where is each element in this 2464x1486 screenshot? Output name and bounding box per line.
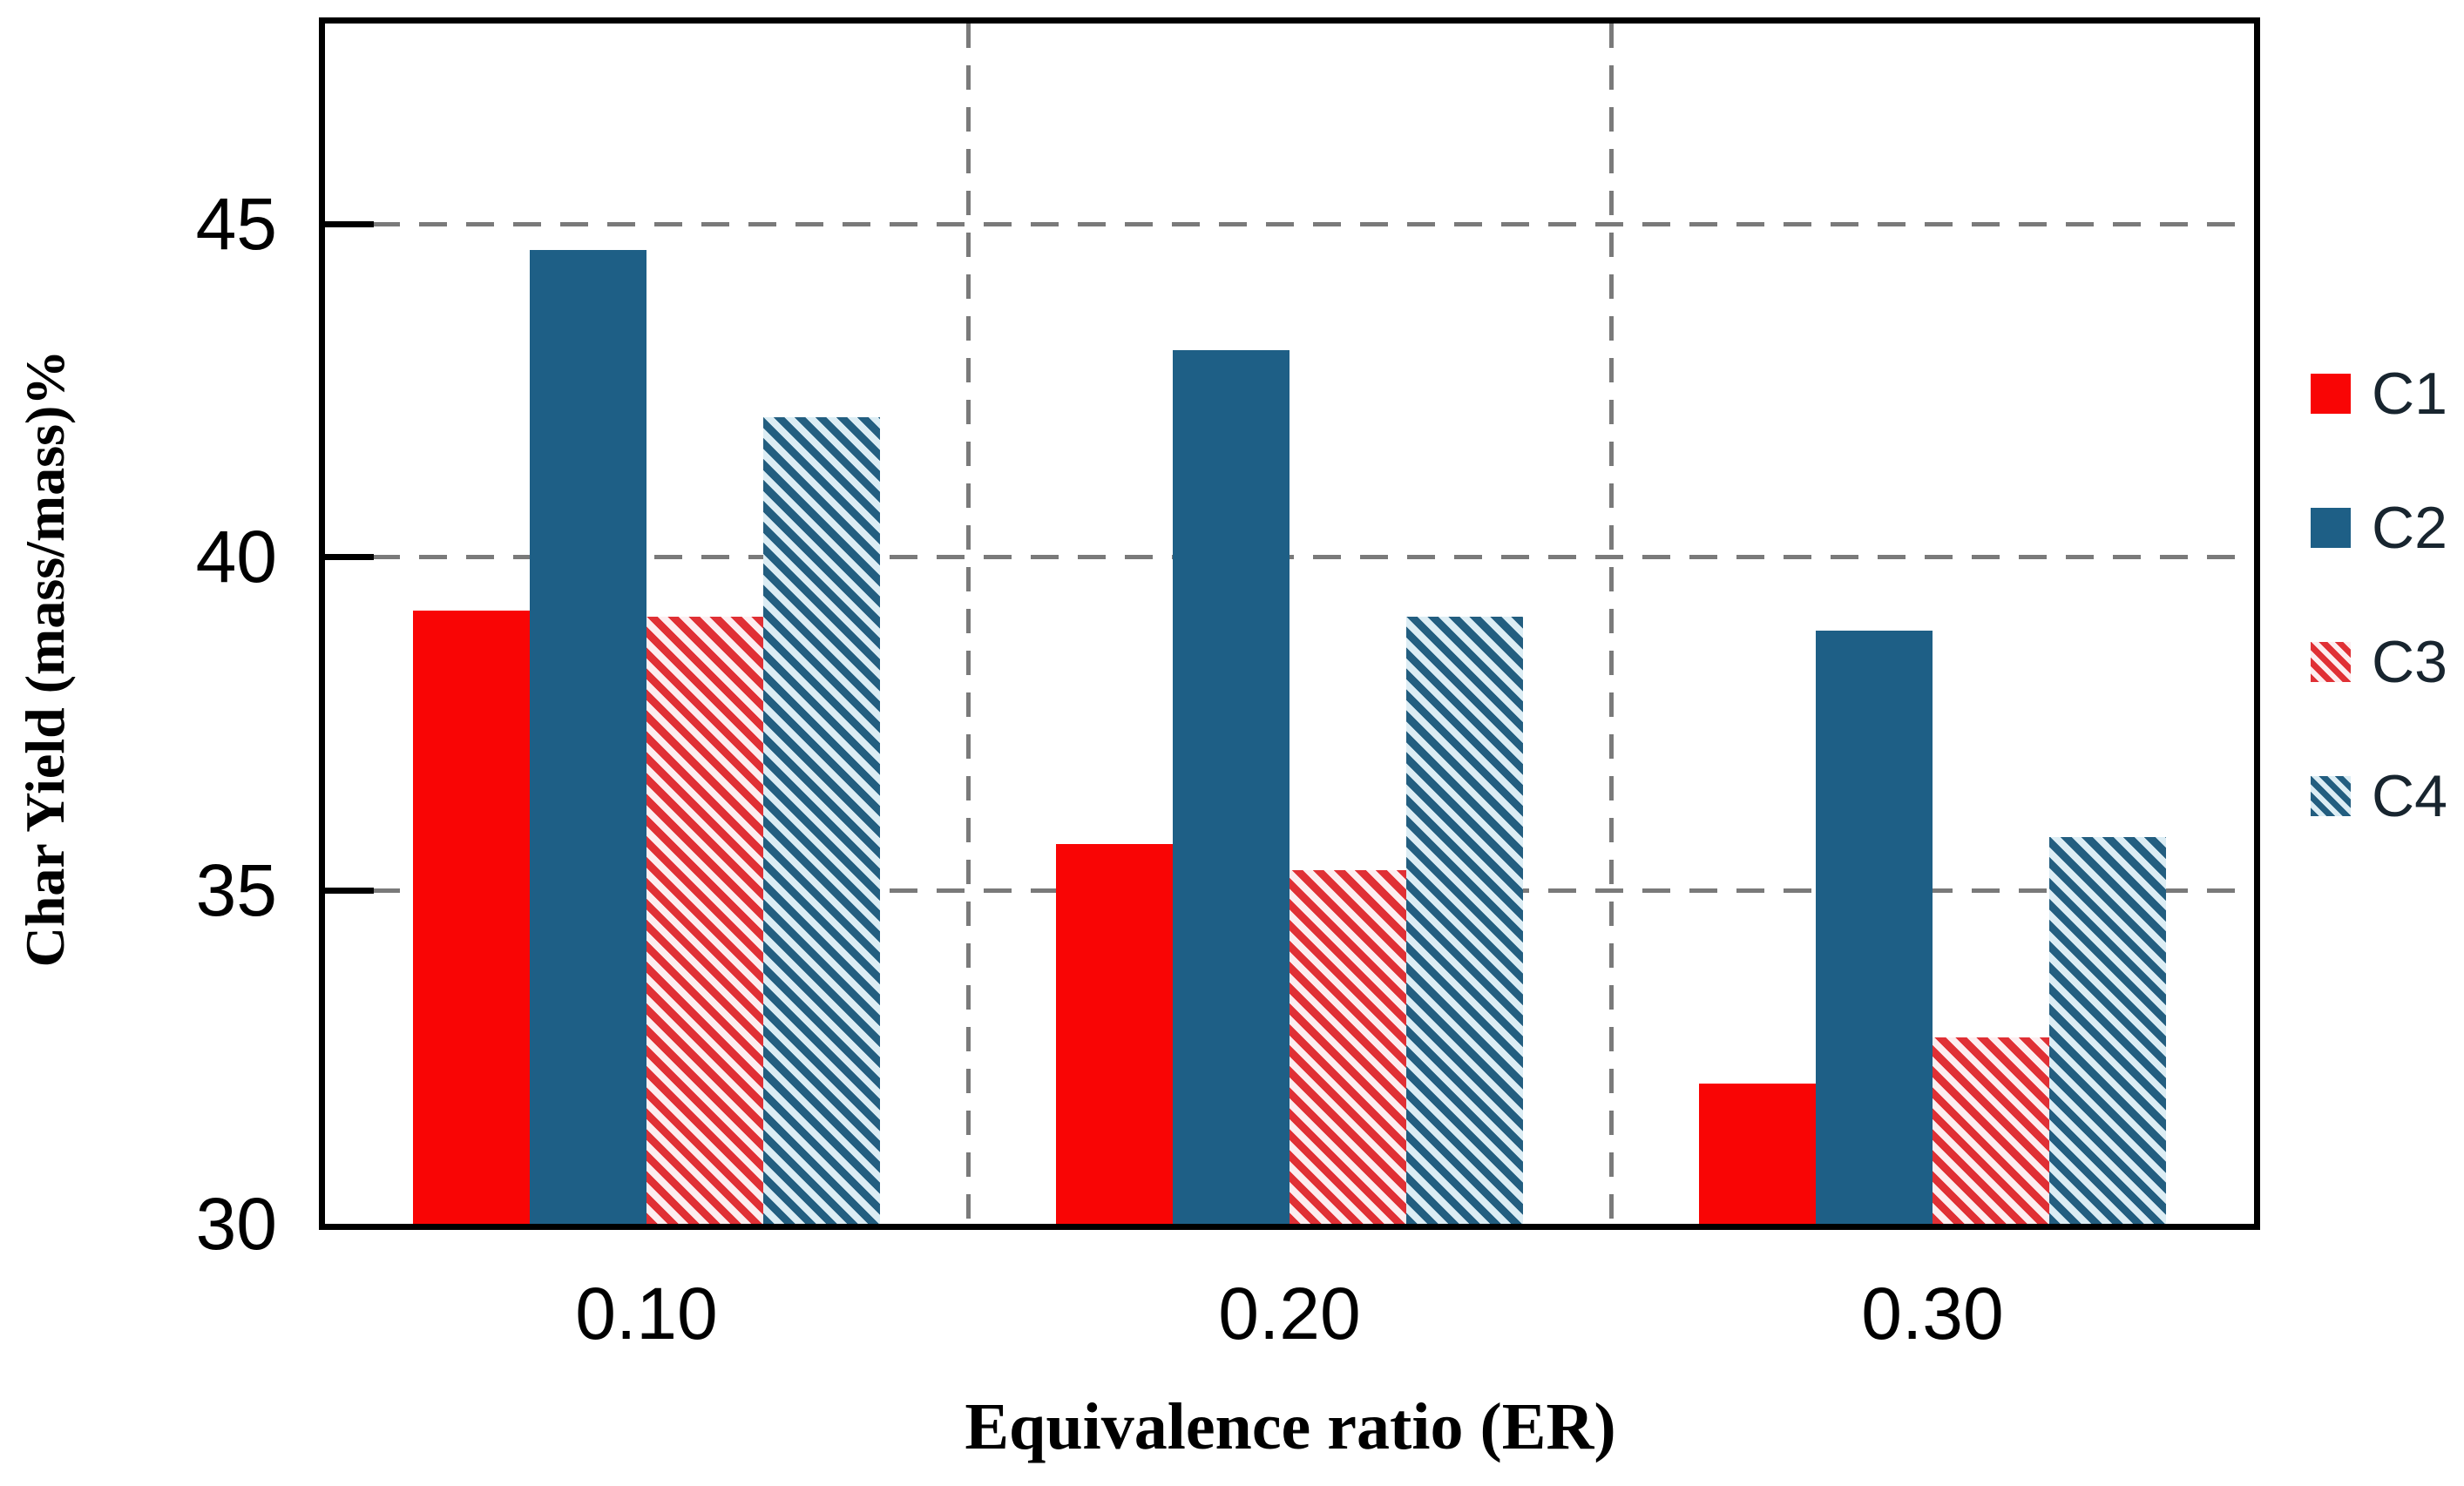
gridline-x-boundary-2 — [1608, 24, 1614, 1224]
legend-label-c4: C4 — [2372, 763, 2447, 829]
x-tick-label-0.10: 0.10 — [575, 1273, 718, 1354]
gridline-x-boundary-1 — [965, 24, 971, 1224]
legend-swatch-c3 — [2311, 642, 2351, 682]
bar-c1-0.10 — [413, 610, 530, 1224]
legend-swatch-c2 — [2311, 508, 2351, 548]
bar-c4-0.10 — [763, 416, 880, 1224]
y-tick-label-30: 30 — [195, 1183, 277, 1265]
bar-c2-0.20 — [1173, 350, 1290, 1224]
bar-c1-0.20 — [1056, 843, 1173, 1224]
y-tick-label-35: 35 — [195, 849, 277, 932]
plot-area — [319, 17, 2260, 1230]
gridline-y-45 — [325, 221, 2254, 226]
bar-c1-0.30 — [1699, 1084, 1816, 1224]
y-tick-mark-40 — [325, 554, 374, 561]
legend-swatch-c1 — [2311, 374, 2351, 414]
bar-c4-0.30 — [2049, 836, 2166, 1224]
bar-c2-0.10 — [530, 250, 646, 1224]
x-axis-title: Equivalence ratio (ER) — [965, 1390, 1616, 1463]
gridline-y-40 — [325, 555, 2254, 560]
bar-c3-0.20 — [1290, 870, 1406, 1224]
legend-label-c2: C2 — [2372, 495, 2447, 561]
y-tick-label-45: 45 — [195, 182, 277, 265]
y-tick-mark-45 — [325, 220, 374, 227]
y-tick-label-40: 40 — [195, 516, 277, 598]
bar-c4-0.20 — [1406, 617, 1523, 1224]
y-tick-mark-35 — [325, 888, 374, 895]
legend-entry-c3: C3 — [2311, 627, 2447, 697]
plot-inner — [325, 24, 2254, 1224]
legend-entry-c2: C2 — [2311, 493, 2447, 563]
legend-label-c3: C3 — [2372, 629, 2447, 695]
legend-entry-c4: C4 — [2311, 761, 2447, 831]
legend-label-c1: C1 — [2372, 361, 2447, 427]
bar-c3-0.10 — [646, 617, 763, 1224]
y-axis-title: Char Yield (mass/mass)% — [14, 349, 76, 968]
bar-c3-0.30 — [1933, 1037, 2049, 1224]
legend-swatch-c4 — [2311, 776, 2351, 816]
bar-c2-0.30 — [1816, 630, 1933, 1224]
x-tick-label-0.20: 0.20 — [1218, 1273, 1361, 1354]
x-tick-label-0.30: 0.30 — [1861, 1273, 2004, 1354]
legend-entry-c1: C1 — [2311, 359, 2447, 429]
